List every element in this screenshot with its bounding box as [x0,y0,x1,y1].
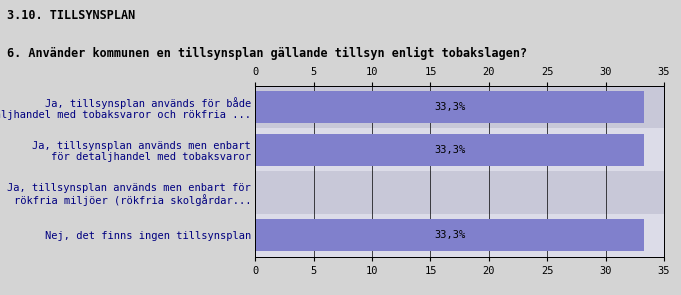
Bar [255,134,644,166]
Bar [255,171,664,214]
Text: 33,3%: 33,3% [434,230,465,240]
Bar [255,128,664,171]
Text: 33,3%: 33,3% [434,145,465,155]
Text: 3.10. TILLSYNSPLAN: 3.10. TILLSYNSPLAN [7,9,135,22]
Bar [255,86,664,128]
Bar [255,214,664,257]
Text: 6. Använder kommunen en tillsynsplan gällande tillsyn enligt tobakslagen?: 6. Använder kommunen en tillsynsplan gäl… [7,47,527,60]
Bar [255,219,644,251]
Bar [255,91,644,123]
Text: 33,3%: 33,3% [434,102,465,112]
